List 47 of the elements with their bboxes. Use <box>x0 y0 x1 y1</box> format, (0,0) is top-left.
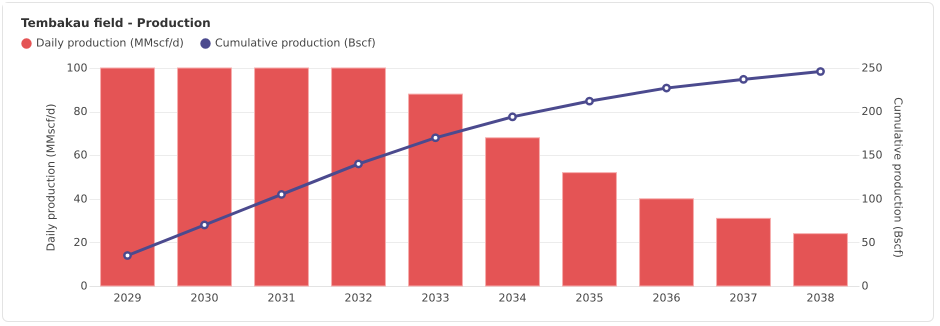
y2-tick-label: 100 <box>862 192 882 206</box>
y-tick-label: 80 <box>74 105 88 118</box>
y-tick-label: 100 <box>66 62 88 74</box>
point <box>277 190 286 199</box>
x-tick-label: 2032 <box>344 292 372 304</box>
y2-axis-title: Cumulative production (Bscf) <box>891 97 904 258</box>
bar <box>716 218 771 286</box>
y-tick-label: 40 <box>74 192 88 206</box>
x-tick-label: 2029 <box>114 292 142 304</box>
y2-tick-label: 50 <box>862 236 876 249</box>
bar <box>254 68 309 286</box>
bar <box>177 68 232 286</box>
y2-tick-label: 200 <box>862 105 882 118</box>
bar <box>100 68 155 286</box>
point <box>739 74 748 84</box>
legend-label: Daily production (MMscf/d) <box>36 36 184 50</box>
y2-tick-label: 250 <box>862 62 882 74</box>
point <box>662 84 671 92</box>
x-tick-label: 2031 <box>268 292 296 304</box>
bar <box>408 94 463 286</box>
bar <box>331 68 386 286</box>
bar <box>485 137 540 286</box>
bar <box>793 233 848 286</box>
chart-title: Tembakau field - Production <box>21 16 211 30</box>
point <box>508 112 517 122</box>
y-axis-title: Daily production (MMscf/d) <box>44 104 58 252</box>
x-tick-label: 2033 <box>422 292 450 304</box>
point <box>816 67 825 76</box>
x-tick-label: 2034 <box>498 292 526 304</box>
x-tick-label: 2035 <box>576 292 604 304</box>
x-tick-label: 2036 <box>652 292 680 304</box>
bar <box>639 198 694 286</box>
y2-tick-label: 0 <box>862 280 868 292</box>
point <box>431 133 440 142</box>
y-tick-label: 0 <box>80 280 88 292</box>
x-tick-label: 2037 <box>730 292 758 304</box>
y-tick-label: 60 <box>74 148 88 162</box>
point <box>585 96 594 106</box>
bar <box>562 172 617 286</box>
x-tick-label: 2038 <box>806 292 834 304</box>
y2-tick-label: 150 <box>862 148 882 162</box>
point <box>123 251 132 260</box>
point <box>200 220 209 230</box>
x-tick-label: 2030 <box>190 292 218 304</box>
legend-label: Cumulative production (Bscf) <box>215 36 376 50</box>
y-tick-label: 20 <box>74 236 88 249</box>
point <box>354 160 363 168</box>
